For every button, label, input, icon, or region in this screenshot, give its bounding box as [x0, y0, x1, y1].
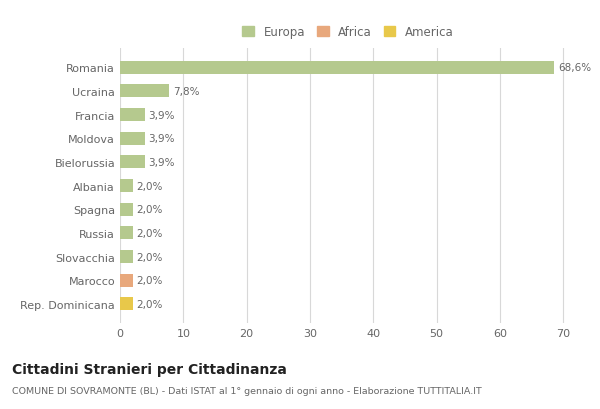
Text: COMUNE DI SOVRAMONTE (BL) - Dati ISTAT al 1° gennaio di ogni anno - Elaborazione: COMUNE DI SOVRAMONTE (BL) - Dati ISTAT a…	[12, 387, 482, 396]
Text: 2,0%: 2,0%	[136, 228, 163, 238]
Bar	[120, 133, 145, 145]
Bar	[120, 203, 133, 216]
Text: 3,9%: 3,9%	[149, 157, 175, 167]
Text: 68,6%: 68,6%	[558, 63, 592, 73]
Bar	[120, 227, 133, 240]
Text: 7,8%: 7,8%	[173, 87, 200, 97]
Text: 2,0%: 2,0%	[136, 181, 163, 191]
Text: 3,9%: 3,9%	[149, 110, 175, 120]
Text: 2,0%: 2,0%	[136, 252, 163, 262]
Text: 2,0%: 2,0%	[136, 276, 163, 285]
Bar	[120, 298, 133, 311]
Bar	[120, 250, 133, 263]
Text: 3,9%: 3,9%	[149, 134, 175, 144]
Bar	[120, 61, 554, 74]
Bar	[120, 274, 133, 287]
Bar	[120, 85, 169, 98]
Text: Cittadini Stranieri per Cittadinanza: Cittadini Stranieri per Cittadinanza	[12, 362, 287, 376]
Text: 2,0%: 2,0%	[136, 205, 163, 215]
Bar	[120, 180, 133, 193]
Bar	[120, 109, 145, 122]
Legend: Europa, Africa, America: Europa, Africa, America	[239, 22, 457, 42]
Text: 2,0%: 2,0%	[136, 299, 163, 309]
Bar	[120, 156, 145, 169]
